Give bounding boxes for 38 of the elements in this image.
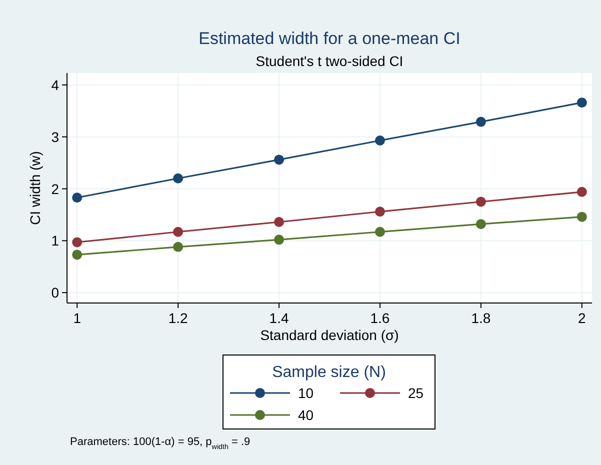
text: Parameters: 100(1-α) = 95, p$_{width}$ = .9 [70,436,250,451]
point [374,135,385,146]
point [576,186,587,197]
point [476,219,486,230]
point [72,237,82,248]
x-axis-title: Standard deviation (σ) [260,327,399,343]
point [274,234,284,245]
point [476,116,486,127]
point [476,196,486,207]
legend-label: 40 [298,407,314,423]
point [173,242,184,252]
y-tick-label: 0 [51,284,60,301]
legend-label: 10 [298,385,314,401]
point [274,217,284,228]
point [72,192,82,203]
x-tick-label: 1.4 [269,310,289,326]
y-tick-label: 3 [51,128,60,145]
chart-subtitle: Student's t two-sided CI [256,53,404,69]
legend-label: 25 [408,385,424,401]
y-axis-title: CI width (w) [27,151,43,225]
x-tick-label: 1.6 [370,310,390,326]
x-tick-label: 1 [73,310,82,326]
point [72,250,82,260]
legend-title: Sample size (N) [272,364,386,381]
y-tick-label: 4 [51,76,60,93]
x-tick-label: 2 [578,310,586,326]
point [173,173,184,184]
point [173,226,184,237]
point [576,212,587,222]
point [274,154,284,165]
y-tick-label: 1 [51,232,60,249]
point [374,206,385,217]
x-tick-label: 1.2 [168,310,188,326]
x-tick-label: 1.8 [471,310,491,326]
point [374,226,385,237]
chart-title: Estimated width for a one-mean CI [198,29,460,48]
point [576,98,587,108]
y-tick-label: 2 [51,180,60,197]
